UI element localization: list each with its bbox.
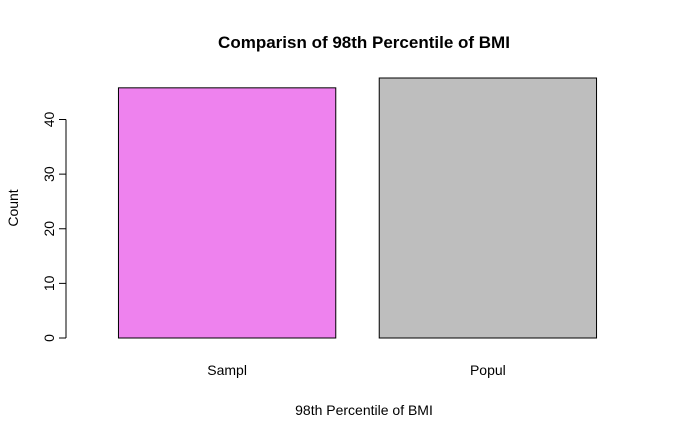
x-category-label-popul: Popul xyxy=(470,362,506,378)
x-category-label-sampl: Sampl xyxy=(207,362,247,378)
y-tick-label-20: 20 xyxy=(41,221,57,237)
y-tick-label-30: 30 xyxy=(41,166,57,182)
x-category-labels: Sampl Popul xyxy=(207,362,506,378)
y-tick-label-10: 10 xyxy=(41,275,57,291)
y-tick-label-40: 40 xyxy=(41,112,57,128)
bar-sampl xyxy=(117,87,337,339)
bars-group xyxy=(117,77,598,339)
y-axis-label: Count xyxy=(5,189,21,226)
y-tick-label-0: 0 xyxy=(41,334,57,342)
y-axis: 0 10 20 30 40 xyxy=(41,112,67,342)
chart-title: Comparisn of 98th Percentile of BMI xyxy=(218,33,510,52)
bar-popul xyxy=(378,77,598,339)
x-axis-label: 98th Percentile of BMI xyxy=(295,402,433,418)
